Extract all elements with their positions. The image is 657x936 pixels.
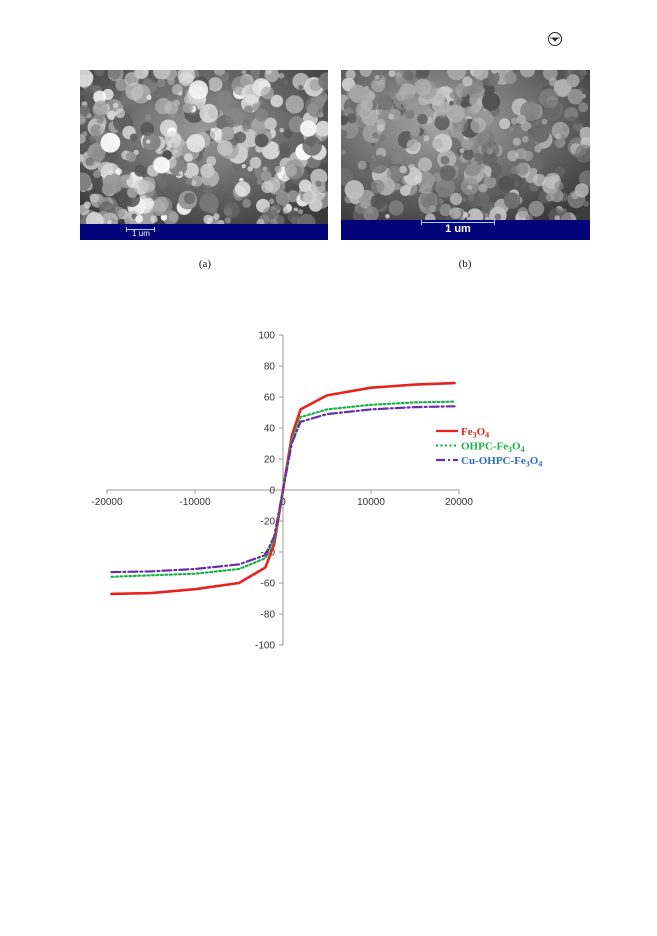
legend-label: OHPC-Fe3O4 xyxy=(461,441,525,455)
y-tick-label: -20 xyxy=(261,517,276,528)
sem-image-b: 1 um xyxy=(341,70,590,240)
scale-bar-strip: 1 um xyxy=(341,220,590,240)
y-tick-label: 0 xyxy=(269,486,275,497)
scale-bar-line xyxy=(126,227,155,232)
y-tick-label: -60 xyxy=(261,579,276,590)
sem-image-a: 1 um xyxy=(80,70,328,240)
x-tick-label: 20000 xyxy=(445,497,473,508)
legend-label: Fe3O4 xyxy=(461,426,489,440)
circled-arrow-icon xyxy=(548,32,562,46)
x-tick-label: 0 xyxy=(280,497,286,508)
y-tick-label: -100 xyxy=(255,641,275,652)
x-tick-label: 10000 xyxy=(357,497,385,508)
scale-bar-label: 1 um xyxy=(132,229,150,238)
scale-bar-strip: 1 um xyxy=(80,224,328,240)
y-tick-label: 40 xyxy=(264,424,276,435)
x-tick-label: -10000 xyxy=(179,497,211,508)
legend-label: Cu-OHPC-Fe3O4 xyxy=(461,455,542,469)
y-tick-label: 20 xyxy=(264,455,276,466)
sem-texture-b xyxy=(341,70,590,220)
y-tick-label: 60 xyxy=(264,393,276,404)
scale-bar-line xyxy=(421,220,495,225)
x-tick-label: -20000 xyxy=(91,497,123,508)
y-tick-label: 100 xyxy=(258,331,275,342)
y-tick-label: -80 xyxy=(261,610,276,621)
caption-b: (b) xyxy=(458,258,472,270)
scale-bar-label: 1 um xyxy=(445,223,471,235)
sem-texture-a xyxy=(80,70,328,224)
series-line-3 xyxy=(110,405,456,574)
caption-a: (a) xyxy=(198,258,212,270)
y-tick-label: 80 xyxy=(264,362,276,373)
